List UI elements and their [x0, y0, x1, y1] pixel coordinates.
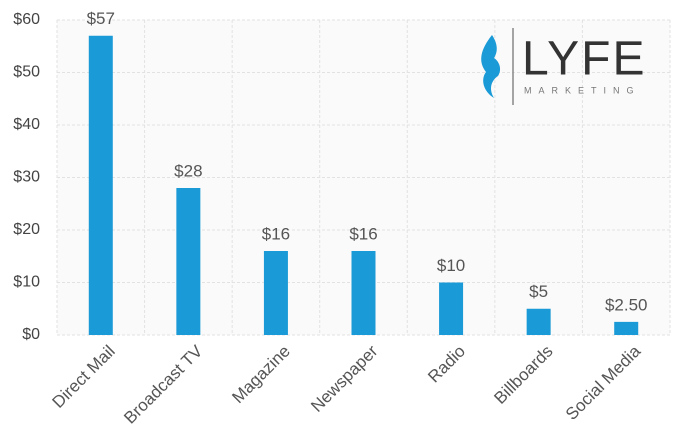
x-tick-label: Broadcast TV: [120, 341, 207, 428]
x-tick-label: Direct Mail: [49, 342, 119, 412]
value-label: $5: [529, 282, 548, 301]
bar: [614, 321, 639, 335]
y-tick-label: $10: [13, 274, 40, 291]
y-tick-label: $0: [22, 326, 40, 343]
x-tick-label: Radio: [424, 342, 469, 387]
y-tick-label: $60: [13, 11, 40, 28]
bar: [351, 251, 376, 335]
x-tick-label: Billboards: [490, 342, 556, 408]
value-label: $2.50: [605, 295, 648, 314]
bar: [176, 188, 201, 335]
y-tick-label: $20: [13, 221, 40, 238]
logo-name: LYFE: [522, 33, 646, 86]
value-label: $10: [437, 256, 465, 275]
x-tick-label: Magazine: [228, 342, 294, 408]
logo-flame: [481, 35, 501, 98]
bar: [263, 251, 288, 335]
logo: LYFE MARKETING: [481, 28, 646, 105]
x-tick-label: Newspaper: [307, 341, 381, 415]
bar: [526, 308, 551, 335]
value-label: $57: [87, 9, 115, 28]
logo-tagline: MARKETING: [524, 85, 641, 95]
x-tick-label: Social Media: [562, 341, 645, 424]
value-label: $16: [262, 224, 290, 243]
bar: [88, 35, 113, 335]
y-tick-label: $30: [13, 169, 40, 186]
y-tick-label: $40: [13, 116, 40, 133]
y-tick-label: $50: [13, 64, 40, 81]
bar: [439, 282, 464, 335]
value-label: $16: [349, 224, 377, 243]
value-label: $28: [174, 161, 202, 180]
